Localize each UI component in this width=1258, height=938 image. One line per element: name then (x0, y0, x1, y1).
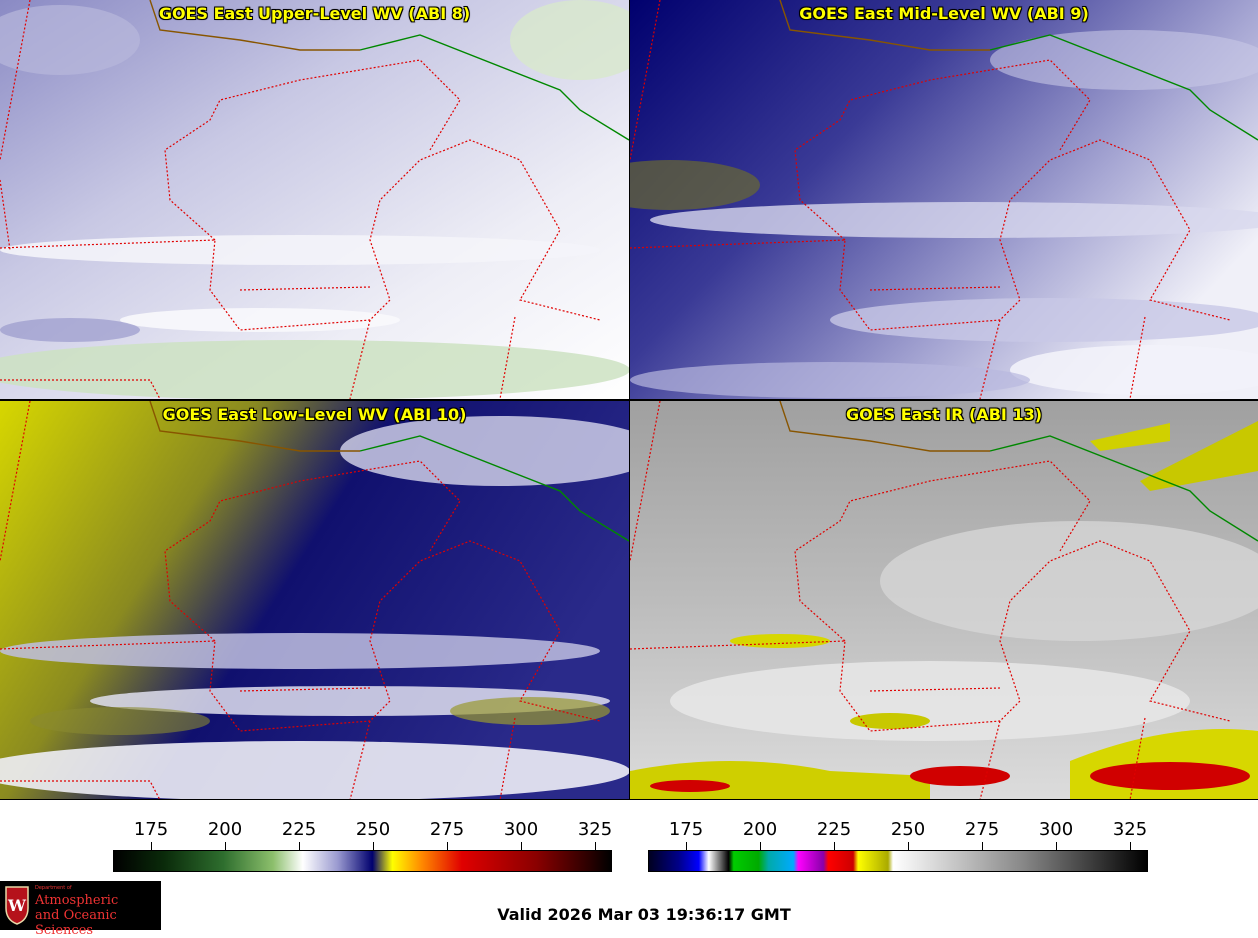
tick-label: 300 (503, 819, 539, 840)
low-wv-image (0, 401, 629, 800)
tick-label: 325 (1112, 819, 1148, 840)
tick-label: 200 (742, 819, 778, 840)
tick-label: 200 (207, 819, 243, 840)
tick-label: 175 (668, 819, 704, 840)
tick-mark (373, 842, 374, 850)
tick-label: 275 (964, 819, 1000, 840)
tick-label: 225 (816, 819, 852, 840)
tick-mark (1056, 842, 1057, 850)
tick-label: 250 (355, 819, 391, 840)
tick-mark (834, 842, 835, 850)
tick-mark (982, 842, 983, 850)
state-borders (0, 401, 601, 800)
panel-upper-level-wv: GOES East Upper-Level WV (ABI 8) (0, 0, 629, 399)
state-borders (0, 0, 601, 399)
tick-label: 275 (429, 819, 465, 840)
tick-label: 325 (577, 819, 613, 840)
valid-time: Valid 2026 Mar 03 19:36:17 GMT (497, 905, 791, 924)
tick-mark (595, 842, 596, 850)
wv-colorbar (113, 850, 612, 872)
tick-label: 300 (1038, 819, 1074, 840)
tick-mark (225, 842, 226, 850)
panel-title: GOES East IR (ABI 13) (845, 405, 1043, 424)
aos-logo: W Department of Atmospheric and Oceanic … (0, 881, 161, 938)
tick-mark (686, 842, 687, 850)
tick-mark (447, 842, 448, 850)
panel-divider-horizontal (0, 399, 1258, 401)
tick-label: 250 (890, 819, 926, 840)
svg-text:W: W (7, 896, 27, 915)
panel-mid-level-wv: GOES East Mid-Level WV (ABI 9) (630, 0, 1258, 399)
uw-crest-icon: W (5, 886, 29, 925)
logo-line-1: Department of (35, 885, 72, 891)
panel-low-level-wv: GOES East Low-Level WV (ABI 10) (0, 401, 629, 800)
tick-mark (760, 842, 761, 850)
panel-title: GOES East Mid-Level WV (ABI 9) (799, 4, 1089, 23)
upper-wv-image (0, 0, 629, 399)
panel-bottom-border (0, 799, 1258, 800)
state-borders (630, 0, 1231, 399)
state-borders (630, 401, 1231, 800)
panel-ir: GOES East IR (ABI 13) (630, 401, 1258, 800)
ir-image (630, 401, 1258, 800)
panel-title: GOES East Low-Level WV (ABI 10) (162, 405, 467, 424)
mid-wv-image (630, 0, 1258, 399)
tick-mark (908, 842, 909, 850)
tick-label: 225 (281, 819, 317, 840)
tick-label: 175 (133, 819, 169, 840)
tick-mark (521, 842, 522, 850)
panel-title: GOES East Upper-Level WV (ABI 8) (158, 4, 471, 23)
logo-line-2: Atmospheric (35, 893, 119, 908)
tick-mark (1130, 842, 1131, 850)
tick-mark (299, 842, 300, 850)
intl-border (359, 34, 629, 141)
ir-colorbar (648, 850, 1148, 872)
tick-mark (151, 842, 152, 850)
